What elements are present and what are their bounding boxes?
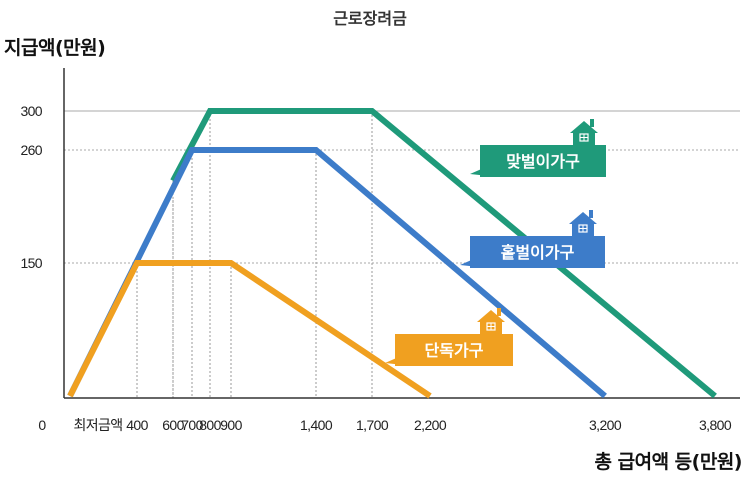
series-line-2 [67, 260, 432, 399]
y-tick-260: 260 [20, 142, 42, 158]
x-tick-800: 800 [199, 417, 221, 433]
x-tick-3800: 3,800 [699, 417, 732, 433]
house-icon [477, 308, 505, 335]
x-tick-900: 900 [220, 417, 242, 433]
x-tick-1700: 1,700 [356, 417, 389, 433]
series-label-text-2: 단독가구 [425, 341, 484, 360]
series-label-text-0: 맞벌이가구 [506, 152, 580, 171]
series-label-2: 단독가구 [385, 308, 513, 366]
house-icon [569, 210, 597, 237]
y-tick-300: 300 [20, 103, 42, 119]
x-tick-2200: 2,200 [414, 417, 447, 433]
x-tick-3200: 3,200 [589, 417, 622, 433]
x-tick-400: 400 [126, 417, 148, 433]
series-lines [67, 108, 717, 399]
house-icon [570, 119, 598, 146]
x-tick-700: 700 [181, 417, 203, 433]
series-label-0: 맞벌이가구 [470, 119, 606, 177]
series-label-1: 홑벌이가구 [460, 210, 605, 268]
x-tick-600: 600 [162, 417, 184, 433]
x-tick-0: 최저금액 [73, 417, 122, 433]
origin-label: 0 [38, 417, 46, 433]
series-label-text-1: 홑벌이가구 [501, 243, 575, 262]
y-tick-150: 150 [20, 255, 42, 271]
chart-title: 근로장려금 [333, 9, 407, 28]
x-axis-title: 총 급여액 등(만원) [595, 451, 742, 473]
series-line-1 [67, 147, 607, 399]
y-axis-title: 지급액(만원) [4, 37, 105, 59]
x-tick-1400: 1,400 [300, 417, 333, 433]
